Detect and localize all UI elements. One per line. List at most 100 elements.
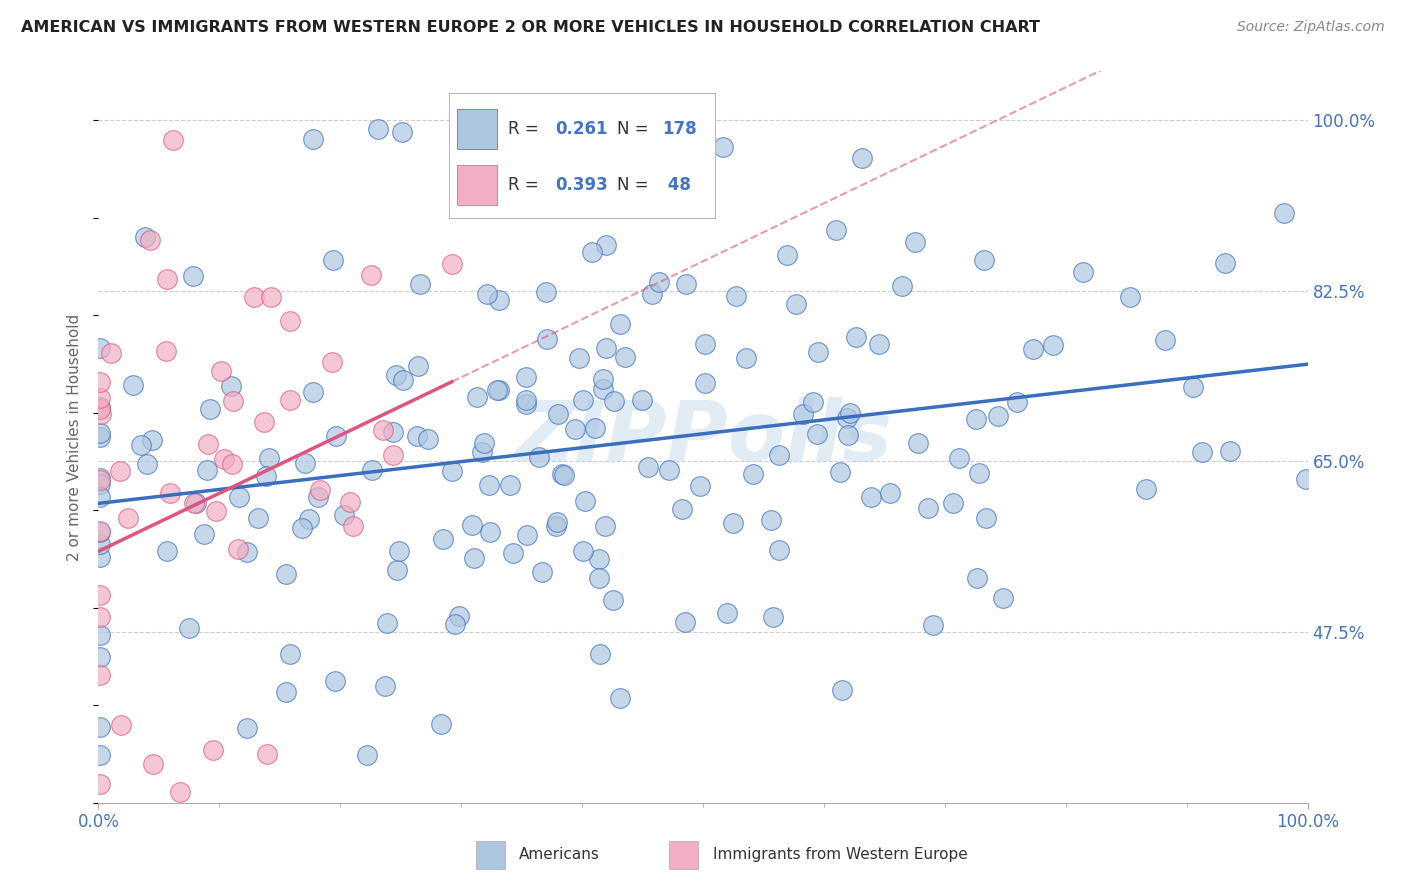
Point (212, 451, 235, 466)
Point (471, 445, 494, 459)
Point (588, 551, 610, 566)
Point (572, 543, 595, 558)
Point (89, 392, 111, 406)
Point (1022, 342, 1045, 356)
Point (142, 756, 165, 771)
Point (530, 566, 553, 580)
Point (294, 456, 316, 470)
Point (298, 512, 321, 526)
Point (776, 248, 799, 262)
Point (1073, 265, 1095, 279)
Point (486, 384, 509, 398)
Point (360, 463, 382, 477)
Point (301, 132, 323, 146)
Point (429, 717, 451, 731)
Point (177, 621, 200, 635)
Point (89, 536, 111, 550)
Point (991, 591, 1014, 605)
Point (1042, 338, 1064, 352)
Point (322, 252, 344, 267)
Point (162, 133, 184, 147)
Point (965, 412, 987, 426)
Point (197, 463, 219, 477)
Point (966, 570, 988, 584)
Point (987, 409, 1010, 423)
Point (89, 668, 111, 682)
Point (547, 407, 569, 421)
Point (806, 427, 828, 442)
Point (546, 515, 568, 529)
Point (221, 379, 243, 393)
Point (567, 351, 589, 365)
Point (974, 511, 997, 525)
Point (845, 330, 868, 344)
Point (89, 476, 111, 491)
Point (544, 519, 567, 533)
Point (460, 518, 482, 533)
Point (236, 721, 259, 735)
Point (648, 276, 671, 290)
Point (89, 401, 111, 416)
Point (108, 464, 131, 478)
Point (181, 269, 204, 284)
Point (837, 428, 859, 442)
Point (89, 400, 111, 414)
Point (89, 342, 111, 356)
Point (90, 407, 112, 421)
Point (1219, 444, 1241, 458)
Point (392, 373, 415, 387)
Point (838, 406, 860, 420)
Point (583, 421, 606, 435)
Point (129, 438, 152, 452)
Point (356, 748, 378, 763)
Point (117, 511, 139, 525)
Point (830, 466, 852, 480)
Point (129, 815, 152, 830)
Point (381, 425, 404, 440)
Point (325, 429, 347, 443)
Point (205, 504, 228, 518)
Point (89, 610, 111, 624)
Point (406, 428, 429, 442)
Point (465, 390, 488, 404)
Point (602, 393, 624, 408)
Point (100, 346, 122, 360)
Point (474, 435, 496, 450)
Point (321, 355, 343, 369)
Point (89, 430, 111, 444)
Point (502, 546, 524, 560)
Point (416, 432, 439, 446)
Point (443, 617, 465, 632)
Point (141, 434, 163, 448)
Point (406, 359, 429, 373)
Point (1272, 206, 1295, 220)
Point (475, 287, 498, 301)
Point (447, 609, 470, 624)
Point (488, 293, 510, 307)
Point (1135, 482, 1157, 496)
Text: ZIPPolls: ZIPPolls (515, 397, 891, 477)
Point (515, 370, 537, 384)
Text: Source: ZipAtlas.com: Source: ZipAtlas.com (1237, 20, 1385, 34)
Point (235, 544, 257, 558)
Point (228, 491, 250, 505)
Point (156, 272, 179, 286)
Point (222, 394, 245, 409)
Point (735, 351, 758, 365)
Point (571, 393, 593, 408)
Point (1153, 333, 1175, 347)
Point (488, 383, 510, 397)
Point (589, 647, 612, 661)
Point (409, 277, 432, 292)
Point (516, 528, 538, 542)
Point (711, 139, 734, 153)
Point (904, 235, 927, 249)
Point (609, 317, 631, 331)
Point (273, 815, 295, 830)
Point (110, 718, 132, 732)
Point (689, 479, 711, 493)
Point (360, 268, 382, 282)
Point (831, 683, 853, 698)
Point (198, 402, 221, 417)
Point (89, 524, 111, 539)
